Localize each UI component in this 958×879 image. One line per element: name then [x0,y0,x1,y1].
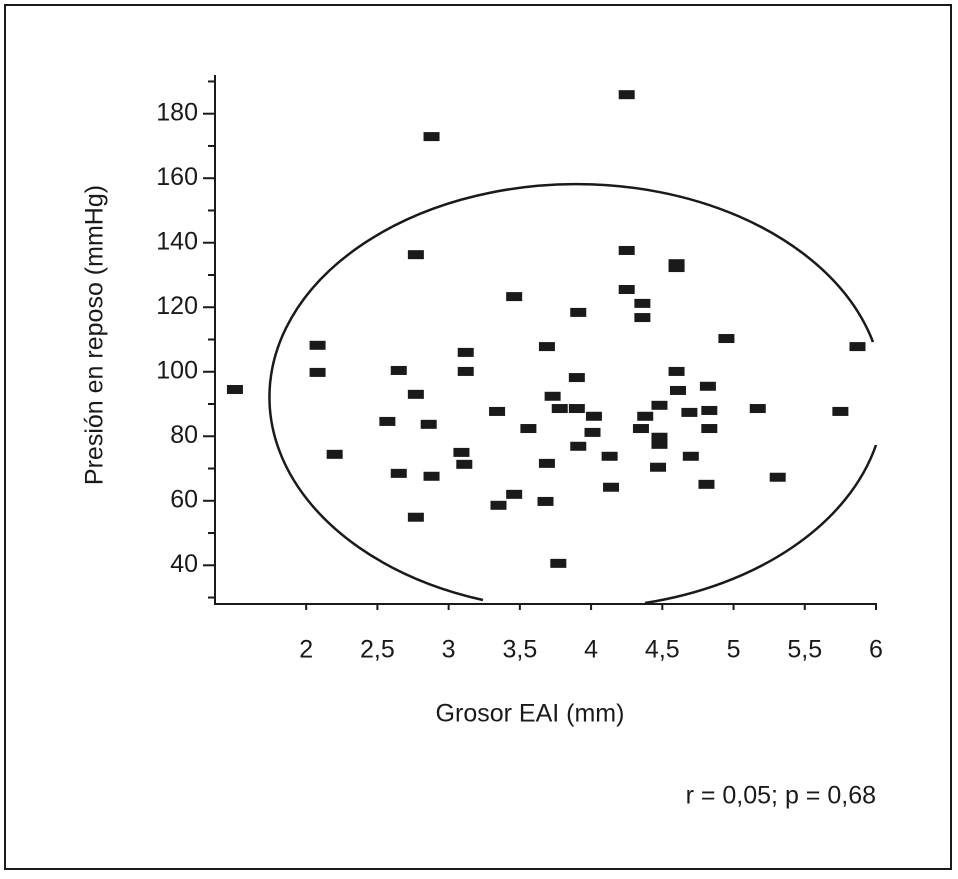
point [669,385,686,395]
y-tick-label: 120 [156,292,198,320]
point [651,439,668,449]
point [506,292,523,302]
point [420,419,437,429]
y-tick-label: 60 [170,485,198,513]
x-tick-label: 5 [727,636,741,664]
y-tick-label: 80 [170,421,198,449]
y-tick-label: 180 [156,98,198,126]
point [226,384,243,394]
point [453,447,470,457]
y-tick-label: 100 [156,356,198,384]
point [538,342,555,352]
point [551,404,568,414]
point [634,298,651,308]
point [550,558,567,568]
point [637,411,654,421]
point [618,245,635,255]
point [490,500,507,510]
point [379,416,396,426]
point [390,468,407,478]
point [520,424,537,434]
point [309,340,326,350]
point [650,462,667,472]
y-axis-label: Presión en reposo (mmHg) [81,185,109,485]
point [390,365,407,375]
point [538,458,555,468]
point [506,489,523,499]
point [544,391,561,401]
point [603,482,620,492]
point [456,459,473,469]
point [570,307,587,317]
point [849,342,866,352]
point [457,366,474,376]
point [489,406,506,416]
point [407,250,424,260]
point [618,285,635,295]
y-tick-label: 160 [156,163,198,191]
point [634,313,651,323]
point [749,404,766,414]
point [832,406,849,416]
point [423,132,440,142]
point [568,404,585,414]
annotation: r = 0,05; p = 0,68 [686,782,876,810]
x-tick-label: 4 [584,636,598,664]
point [718,334,735,344]
point [585,411,602,421]
point [423,471,440,481]
x-tick-label: 5,5 [787,636,822,664]
x-tick-label: 2,5 [360,636,395,664]
point [651,400,668,410]
point [682,451,699,461]
point [537,496,554,506]
x-tick-label: 4,5 [645,636,680,664]
x-tick-label: 3 [442,636,456,664]
point [570,441,587,451]
point [309,367,326,377]
ellipse [268,182,878,605]
point [618,90,635,100]
point [699,381,716,391]
x-tick-label: 2 [299,636,313,664]
point [407,512,424,522]
y-tick-label: 40 [170,550,198,578]
point [457,347,474,357]
point [601,451,618,461]
point [407,389,424,399]
point [698,479,715,489]
point [668,263,685,273]
point [584,427,601,437]
point [668,366,685,376]
x-tick-label: 3,5 [502,636,537,664]
frame [4,4,952,870]
point [701,424,718,434]
point [326,449,343,459]
point [651,432,668,442]
x-axis-label: Grosor EAI (mm) [436,700,625,728]
y-tick-label: 140 [156,227,198,255]
point [769,472,786,482]
point [568,373,585,383]
x-tick-label: 6 [869,636,883,664]
point [701,405,718,415]
point [632,424,649,434]
point [681,407,698,417]
